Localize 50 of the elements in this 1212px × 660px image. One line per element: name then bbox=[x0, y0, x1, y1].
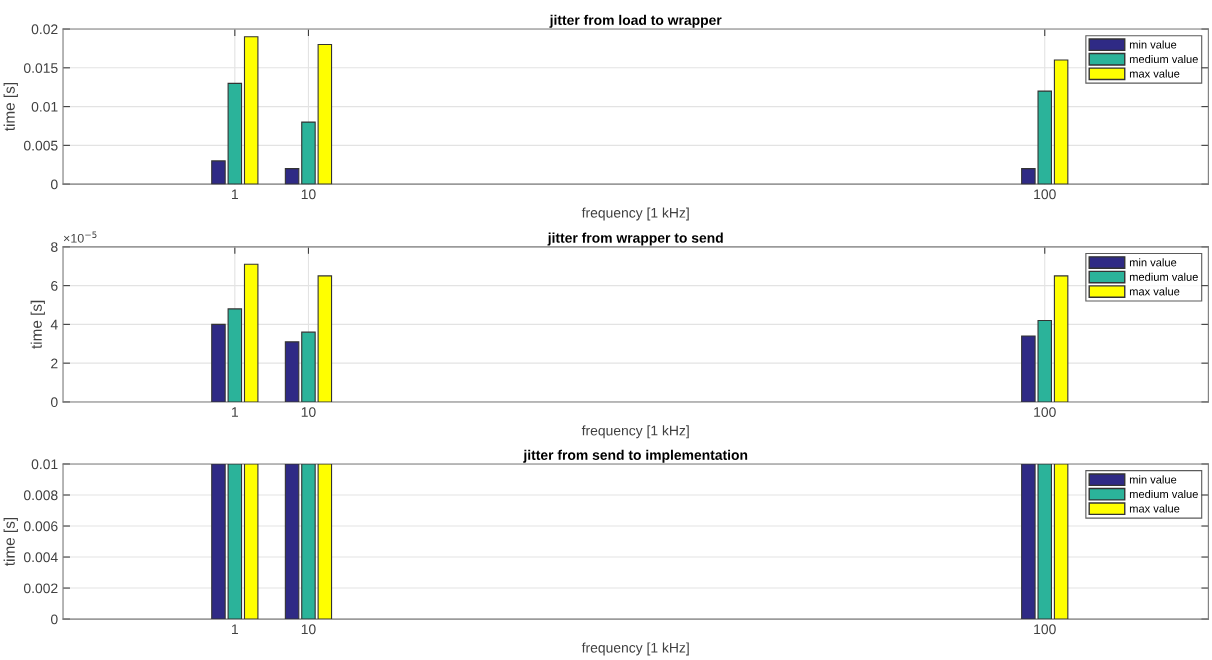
x-tick-label: 1 bbox=[232, 189, 239, 200]
text: ×10$^{−5}$ bbox=[63, 231, 97, 243]
x-axis-title: frequency [1 kHz] bbox=[581, 425, 689, 439]
legend-label: max value bbox=[1129, 69, 1180, 78]
y-tick-label: 0 bbox=[50, 397, 58, 408]
y-tick-label: 0.008 bbox=[23, 490, 58, 501]
y-tick-label: 2 bbox=[51, 358, 58, 369]
chart-title: jitter from wrapper to send bbox=[547, 232, 723, 246]
chart-title: jitter from load to wrapper bbox=[549, 14, 722, 28]
y-tick-label: 6 bbox=[51, 280, 58, 291]
x-tick-label: 1 bbox=[232, 407, 239, 417]
legend-label: min value bbox=[1129, 258, 1177, 267]
bar bbox=[243, 36, 259, 185]
x-tick-label: 10 bbox=[301, 624, 316, 635]
x-tick-label: 100 bbox=[1034, 407, 1056, 417]
legend-label: medium value bbox=[1129, 489, 1198, 499]
x-tick-label: 10 bbox=[301, 189, 316, 200]
x-tick-label: 1 bbox=[232, 624, 239, 635]
bar bbox=[1053, 59, 1069, 185]
chart-title: jitter from send to implementation bbox=[523, 449, 748, 463]
y-tick-label: 0 bbox=[50, 179, 58, 190]
y-tick-label: 0.004 bbox=[23, 552, 58, 563]
y-tick-label: 0.02 bbox=[31, 24, 58, 35]
y-tick-label: 0 bbox=[50, 614, 58, 625]
legend-label: medium value bbox=[1129, 54, 1198, 64]
legend-label: max value bbox=[1129, 504, 1180, 513]
y-tick-label: 4 bbox=[50, 319, 58, 330]
y-tick-label: 0.002 bbox=[23, 583, 58, 594]
bar bbox=[284, 341, 300, 402]
legend-label: min value bbox=[1129, 475, 1177, 484]
x-tick-label: 10 bbox=[301, 407, 316, 417]
y-tick-label: 0.015 bbox=[23, 63, 58, 73]
y-axis-title: time [s] bbox=[30, 300, 45, 349]
x-tick-label: 100 bbox=[1034, 189, 1056, 200]
x-axis-title: frequency [1 kHz] bbox=[581, 642, 689, 656]
legend-label: medium value bbox=[1129, 272, 1198, 281]
y-axis-title: time [s] bbox=[3, 518, 18, 566]
y-tick-label: 0.006 bbox=[23, 521, 58, 532]
x-axis-title: frequency [1 kHz] bbox=[581, 207, 689, 221]
y-tick-label: 0.01 bbox=[31, 459, 58, 470]
y-tick-label: 0.005 bbox=[23, 140, 58, 151]
legend-label: min value bbox=[1129, 40, 1177, 49]
y-axis-title: time [s] bbox=[3, 83, 18, 131]
legend-label: max value bbox=[1129, 287, 1180, 296]
bar bbox=[243, 263, 259, 402]
bar bbox=[284, 168, 300, 185]
x-tick-label: 100 bbox=[1034, 624, 1056, 635]
bar bbox=[1053, 275, 1069, 402]
y-tick-label: 0.01 bbox=[31, 101, 58, 112]
y-tick-label: 8 bbox=[51, 242, 58, 253]
